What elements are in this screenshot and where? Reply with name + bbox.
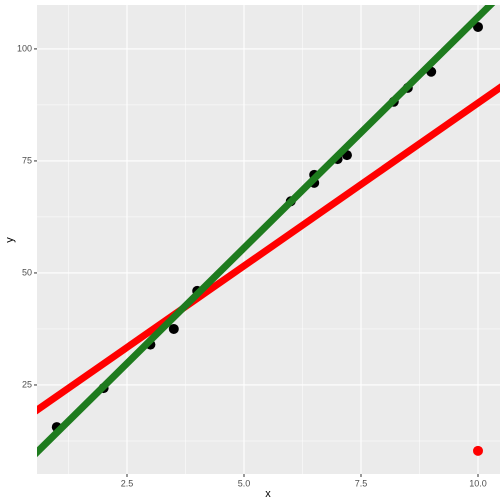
x-axis-title: x	[265, 488, 271, 500]
panel	[37, 5, 500, 474]
fit-line	[37, 5, 496, 458]
plot-area	[37, 5, 500, 458]
x-tick-label: 2.5	[121, 478, 134, 488]
y-axis-title: y	[4, 237, 16, 243]
x-tick-label: 10.0	[469, 478, 487, 488]
fit-line	[37, 83, 500, 415]
point	[473, 445, 484, 456]
x-tick-label: 7.5	[355, 478, 368, 488]
y-tick-label: 100	[17, 43, 32, 53]
y-tick-label: 75	[22, 155, 32, 165]
y-tick-label: 50	[22, 267, 32, 277]
point	[168, 323, 179, 334]
x-tick-label: 5.0	[238, 478, 251, 488]
y-tick-label: 25	[22, 379, 32, 389]
